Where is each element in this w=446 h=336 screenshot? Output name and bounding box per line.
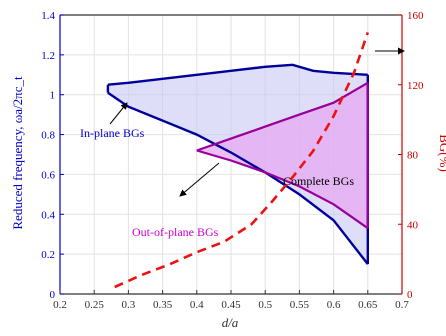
y-left-tick-label: 0.2	[41, 249, 55, 261]
y-axis-right-label: BG(%)	[437, 134, 446, 172]
tick-labels: 0.2 0.25 0.3 0.35 0.4 0.45 0.5 0.55 0.6 0.65 0.700…	[41, 10, 424, 311]
y-left-tick-label: 1.2	[41, 50, 55, 62]
in-plane-lower-line	[107, 91, 369, 265]
y-right-tick-label: 0	[407, 289, 413, 301]
annotations: In-plane BGs Out-of-plane BGs Complete BGs	[80, 47, 405, 239]
axes	[59, 14, 403, 295]
y-left-tick-label: 0	[50, 289, 56, 301]
x-tick-label: 0.5	[258, 299, 272, 311]
y-left-tick-label: 0.6	[41, 169, 55, 181]
y-left-tick-label: 0.4	[41, 209, 55, 221]
x-tick-label: 0.65	[358, 299, 378, 311]
x-tick-label: 0.3	[122, 299, 136, 311]
annotation-complete: Complete BGs	[283, 174, 354, 188]
y-right-tick-label: 40	[407, 219, 419, 231]
y-left-tick-label: 0.8	[41, 130, 55, 142]
y-right-tick-label: 120	[407, 80, 424, 92]
x-tick-label: 0.45	[221, 299, 241, 311]
x-tick-label: 0.35	[153, 299, 173, 311]
y-left-tick-label: 1.4	[41, 10, 55, 22]
band-lines	[106, 63, 369, 265]
x-tick-label: 0.7	[395, 299, 409, 311]
y-right-tick-label: 80	[407, 150, 419, 162]
x-axis-label: d/a	[222, 315, 239, 330]
y-right-tick-label: 160	[407, 10, 424, 22]
annotation-out-of-plane: Out-of-plane BGs	[132, 225, 219, 239]
out-of-plane-lower-line	[196, 149, 369, 230]
y-left-tick-label: 1	[50, 90, 56, 102]
x-tick-label: 0.6	[327, 299, 341, 311]
band-fills	[107, 64, 368, 265]
x-tick-label: 0.25	[85, 299, 105, 311]
x-tick-label: 0.55	[290, 299, 310, 311]
arrow-out-of-plane	[179, 162, 220, 197]
x-tick-label: 0.4	[190, 299, 204, 311]
annotation-in-plane: In-plane BGs	[80, 126, 145, 140]
y-axis-left-label: Reduced frequency, ωa/2πc_t	[10, 76, 25, 230]
bg-percent-line	[114, 31, 370, 289]
out-of-plane-upper-line	[196, 81, 369, 152]
arrow-in-plane	[109, 102, 128, 125]
out-of-plane-band-area	[196, 82, 368, 229]
bg-percent-curve	[114, 31, 370, 289]
in-plane-upper-line	[107, 63, 368, 86]
x-tick-label: 0.2	[53, 299, 67, 311]
